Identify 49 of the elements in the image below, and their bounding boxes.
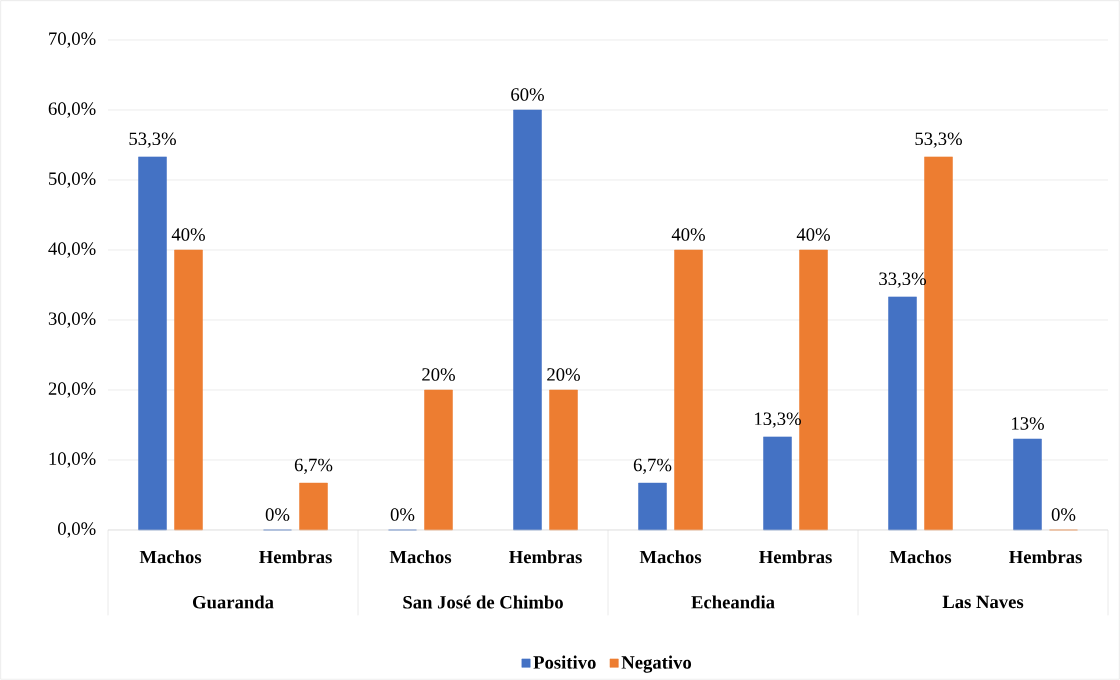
bar xyxy=(549,389,578,531)
bar xyxy=(888,296,917,531)
y-tick-label: 30,0% xyxy=(48,312,96,328)
x-tick-label: Machos xyxy=(389,550,452,564)
bar xyxy=(763,436,792,531)
data-label: 40% xyxy=(796,228,830,241)
text: Echeandia xyxy=(691,595,775,609)
bar xyxy=(799,249,828,531)
data-label: 0% xyxy=(1051,508,1076,521)
y-tick-label: 70,0% xyxy=(49,32,96,48)
x-tick-label: Hembras xyxy=(1009,550,1082,564)
bar xyxy=(174,249,203,531)
legend-label: Positivo xyxy=(533,655,596,669)
text: Las Naves xyxy=(942,595,1024,609)
x-tick-label: Machos xyxy=(889,550,952,564)
x-tick-label: Hembras xyxy=(759,550,832,564)
data-label: 0% xyxy=(265,508,290,521)
bar xyxy=(924,156,953,531)
text: San José de Chimbo xyxy=(403,595,563,609)
x-tick-label: Machos xyxy=(639,550,702,564)
y-tick-label: 40,0% xyxy=(48,242,96,258)
y-tick-label: 20,0% xyxy=(48,382,96,398)
bar xyxy=(674,249,703,531)
y-tick-label: 0,0% xyxy=(58,522,96,538)
legend-label: Negativo xyxy=(621,655,692,673)
data-label: 20% xyxy=(547,368,580,381)
bar xyxy=(638,482,667,531)
data-label: 20% xyxy=(422,368,455,381)
data-label: 6,7% xyxy=(294,458,333,474)
data-label: 40% xyxy=(171,228,205,241)
y-tick-label: 50,0% xyxy=(49,172,96,188)
bar xyxy=(424,389,453,531)
data-label: 53,3% xyxy=(129,132,176,148)
y-tick-label: 60,0% xyxy=(48,102,96,118)
data-label: 6,7% xyxy=(633,458,672,474)
x-tick-label: Machos xyxy=(139,550,202,564)
x-tick-label: Hembras xyxy=(259,550,332,564)
data-label: 13% xyxy=(1012,417,1044,430)
x-tick-label: Hembras xyxy=(509,550,582,564)
text: Guaranda xyxy=(192,595,274,609)
bar xyxy=(299,482,328,531)
data-label: 53,3% xyxy=(915,132,962,148)
data-label: 60% xyxy=(511,88,544,101)
bar xyxy=(513,109,542,531)
bar xyxy=(138,156,167,531)
y-tick-label: 10,0% xyxy=(49,452,96,468)
data-label: 0% xyxy=(390,508,415,521)
bar xyxy=(1013,438,1042,531)
data-label: 40% xyxy=(671,228,705,241)
